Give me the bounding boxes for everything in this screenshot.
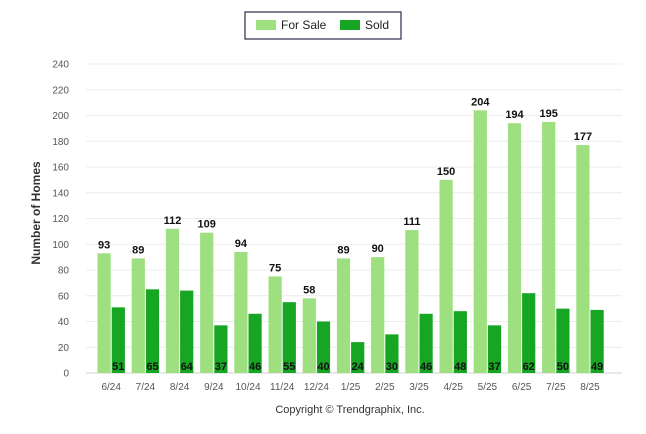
- legend-swatch-sold: [340, 20, 360, 30]
- bar-for-sale: [371, 257, 385, 373]
- y-tick-label: 200: [52, 111, 69, 122]
- data-label-sold: 40: [317, 361, 329, 373]
- bar-sold: [487, 325, 502, 373]
- bar-sold: [316, 321, 331, 373]
- bar-for-sale: [336, 258, 351, 373]
- bar-sold: [453, 311, 467, 373]
- bar-for-sale: [439, 179, 453, 373]
- x-tick-label: 7/25: [546, 382, 566, 393]
- bar-for-sale: [576, 145, 590, 373]
- x-tick-label: 11/24: [270, 382, 295, 393]
- data-label-for-sale: 204: [471, 96, 490, 108]
- y-tick-label: 40: [58, 317, 70, 328]
- copyright-text: Copyright © Trendgraphix, Inc.: [275, 404, 424, 416]
- x-tick-label: 12/24: [304, 382, 329, 393]
- x-axis-ticks: 6/24 7/24 8/24 9/24 10/24 11/24 12/24 1/25 2/25 3…: [101, 382, 600, 393]
- data-label-for-sale: 89: [132, 244, 144, 256]
- data-label-for-sale: 75: [269, 262, 281, 274]
- bar-sold: [145, 289, 160, 373]
- data-label-for-sale: 90: [372, 243, 384, 255]
- data-label-sold: 50: [557, 361, 569, 373]
- bar-sold: [522, 293, 536, 373]
- data-label-sold: 46: [420, 361, 432, 373]
- legend-label-sold: Sold: [365, 18, 389, 32]
- data-label-for-sale: 195: [540, 108, 558, 120]
- bar-sold: [419, 313, 433, 373]
- legend: For Sale Sold: [244, 11, 402, 40]
- x-tick-label: 2/25: [375, 382, 395, 393]
- bar-for-sale: [473, 110, 487, 373]
- data-label-sold: 64: [181, 361, 194, 373]
- x-tick-label: 1/25: [341, 382, 361, 393]
- bar-sold: [556, 308, 570, 373]
- x-tick-label: 7/24: [136, 382, 156, 393]
- y-tick-label: 0: [63, 369, 69, 380]
- x-tick-label: 9/24: [204, 382, 224, 393]
- legend-label-for-sale: For Sale: [281, 18, 327, 32]
- data-label-sold: 37: [215, 361, 227, 373]
- x-tick-label: 6/24: [101, 382, 121, 393]
- data-label-for-sale: 94: [235, 238, 248, 250]
- x-tick-label: 8/24: [170, 382, 190, 393]
- data-label-for-sale: 58: [303, 284, 315, 296]
- bar-for-sale: [200, 232, 214, 373]
- data-label-sold: 55: [283, 361, 295, 373]
- y-tick-label: 120: [52, 214, 69, 225]
- data-label-for-sale: 150: [437, 166, 455, 178]
- data-label-for-sale: 112: [164, 215, 182, 227]
- bar-sold: [248, 313, 262, 373]
- bar-for-sale: [131, 258, 145, 373]
- bar-sold: [111, 307, 125, 373]
- y-tick-label: 180: [52, 137, 69, 148]
- x-tick-label: 5/25: [478, 382, 498, 393]
- data-label-sold: 51: [112, 361, 124, 373]
- data-label-sold: 46: [249, 361, 261, 373]
- bar-sold: [214, 325, 228, 373]
- y-tick-label: 20: [58, 343, 70, 354]
- data-label-sold: 65: [146, 361, 158, 373]
- x-tick-label: 8/25: [580, 382, 600, 393]
- x-tick-label: 3/25: [409, 382, 429, 393]
- y-tick-label: 80: [58, 266, 70, 277]
- data-label-sold: 48: [454, 361, 466, 373]
- bar-for-sale: [302, 298, 316, 373]
- data-label-for-sale: 89: [337, 244, 349, 256]
- y-axis-ticks: 0 20 40 60 80 100 120 140 160 180 200 220 240: [52, 60, 69, 380]
- bar-for-sale: [234, 251, 248, 373]
- bar-for-sale: [507, 123, 522, 373]
- bar-sold: [590, 309, 604, 373]
- bar-sold: [180, 290, 194, 373]
- bar-for-sale: [542, 121, 556, 373]
- data-label-sold: 49: [591, 361, 603, 373]
- y-tick-label: 220: [52, 85, 69, 96]
- bar-for-sale: [268, 276, 282, 373]
- bar-for-sale: [97, 253, 111, 373]
- bar-sold: [351, 342, 365, 373]
- x-tick-label: 10/24: [235, 382, 260, 393]
- x-tick-label: 6/25: [512, 382, 532, 393]
- y-tick-label: 240: [52, 60, 69, 71]
- bars: 93 51 89 65 112 64 109 37 94 46 75 55 58 40 89 24 90 30 11…: [97, 96, 604, 373]
- data-label-for-sale: 93: [98, 239, 110, 251]
- bar-for-sale: [405, 230, 419, 373]
- legend-swatch-for-sale: [256, 20, 276, 30]
- data-label-sold: 30: [386, 361, 398, 373]
- y-tick-label: 60: [58, 291, 70, 302]
- data-label-for-sale: 111: [403, 216, 420, 228]
- data-label-for-sale: 177: [574, 131, 592, 143]
- x-tick-label: 4/25: [443, 382, 463, 393]
- bar-sold: [282, 302, 296, 373]
- data-label-for-sale: 194: [505, 109, 524, 121]
- data-label-sold: 24: [352, 361, 365, 373]
- y-tick-label: 140: [52, 188, 69, 199]
- y-tick-label: 160: [52, 163, 69, 174]
- data-label-for-sale: 109: [198, 219, 216, 231]
- y-tick-label: 100: [52, 240, 69, 251]
- bar-for-sale: [165, 228, 180, 373]
- data-label-sold: 37: [488, 361, 500, 373]
- data-label-sold: 62: [523, 361, 535, 373]
- bar-sold: [385, 334, 399, 373]
- y-axis-label: Number of Homes: [29, 161, 43, 265]
